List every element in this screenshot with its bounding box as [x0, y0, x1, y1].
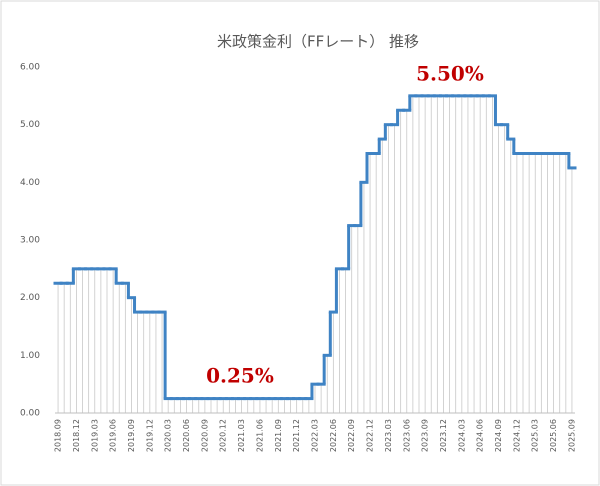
- x-tick-label: 2020.12: [219, 419, 228, 452]
- x-tick-label: 2018.09: [54, 419, 63, 452]
- x-tick-label: 2018.12: [72, 419, 81, 452]
- x-tick-label: 2021.12: [292, 419, 301, 452]
- y-tick-label: 2.00: [20, 293, 40, 303]
- x-tick-label: 2021.09: [274, 419, 283, 452]
- x-tick-label: 2025.03: [531, 419, 540, 452]
- x-tick-label: 2022.09: [347, 419, 356, 452]
- y-tick-label: 0.00: [20, 409, 40, 419]
- x-tick-label: 2024.06: [476, 419, 485, 452]
- x-tick-label: 2020.03: [164, 419, 173, 452]
- annotation: 0.25%: [206, 364, 274, 388]
- x-tick-label: 2019.03: [90, 419, 99, 452]
- x-tick-label: 2021.03: [237, 419, 246, 452]
- x-tick-label: 2023.03: [384, 419, 393, 452]
- x-tick-label: 2022.03: [311, 419, 320, 452]
- annotation: 5.50%: [416, 62, 484, 86]
- chart-title: 米政策金利（FFレート） 推移: [217, 33, 419, 51]
- x-tick-label: 2019.09: [127, 419, 136, 452]
- x-tick-label: 2024.09: [494, 419, 503, 452]
- y-tick-label: 3.00: [20, 236, 40, 246]
- x-tick-label: 2022.06: [329, 419, 338, 452]
- x-tick-label: 2025.09: [567, 419, 576, 452]
- y-tick-label: 1.00: [20, 351, 40, 361]
- x-tick-label: 2024.12: [512, 419, 521, 452]
- x-tick-label: 2020.09: [200, 419, 209, 452]
- x-tick-label: 2024.03: [457, 419, 466, 452]
- x-tick-label: 2022.12: [366, 419, 375, 452]
- x-tick-label: 2023.09: [421, 419, 430, 452]
- x-tick-label: 2021.06: [255, 419, 264, 452]
- x-tick-label: 2023.06: [402, 419, 411, 452]
- y-tick-label: 6.00: [20, 63, 40, 73]
- y-tick-label: 4.00: [20, 178, 40, 188]
- x-tick-label: 2019.12: [145, 419, 154, 452]
- x-tick-label: 2020.06: [182, 419, 191, 452]
- x-tick-label: 2025.06: [549, 419, 558, 452]
- x-tick-label: 2019.06: [109, 419, 118, 452]
- x-tick-label: 2023.12: [439, 419, 448, 452]
- y-tick-label: 5.00: [20, 120, 40, 130]
